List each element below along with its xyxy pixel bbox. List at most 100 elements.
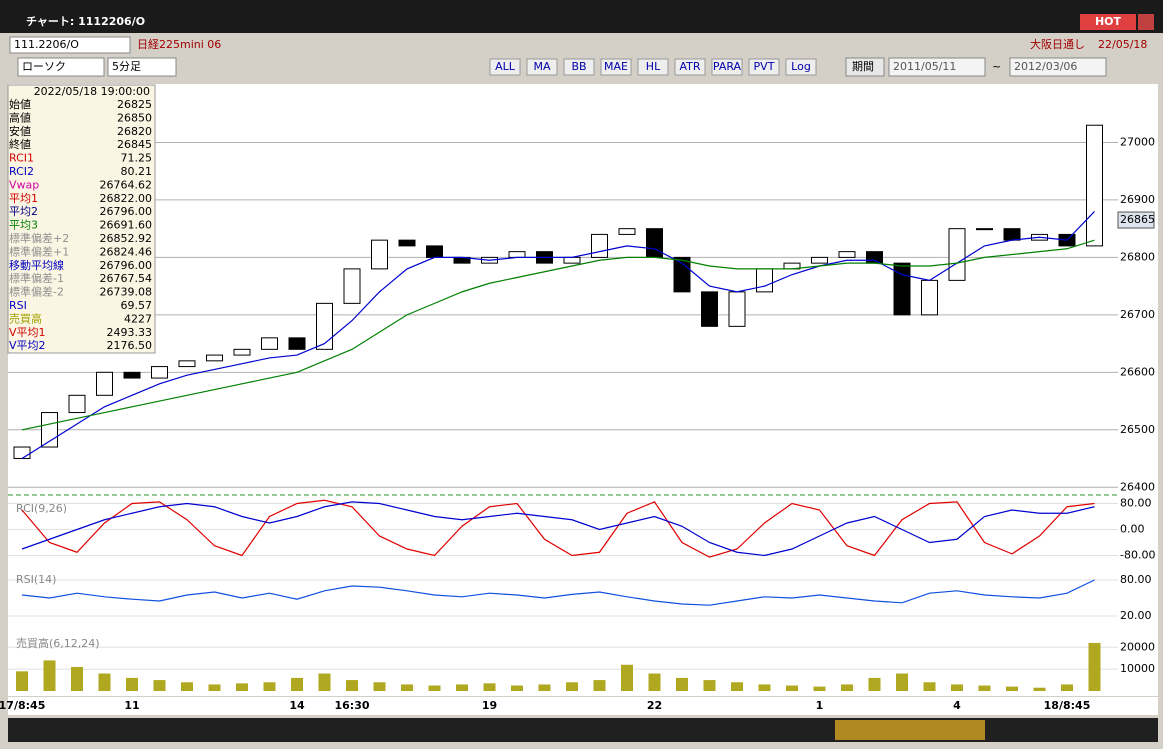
y-tick-label: 26500 [1120,423,1155,436]
info-label: 終値 [9,137,31,151]
scrollbar[interactable] [8,718,1158,742]
candle [1003,228,1021,241]
volume-bar [236,683,248,691]
volume-bar [126,677,138,691]
tool-button[interactable] [563,58,595,76]
info-panel [7,84,156,354]
series-line [21,211,1095,460]
y-tick-label: 26700 [1120,308,1155,321]
x-tick-label: 11 [124,699,139,712]
tool-button-label: PARA [713,60,742,73]
tool-button-label: HL [646,60,661,73]
volume-bar [43,660,56,691]
info-label: 移動平均線 [9,258,64,272]
y-tick-label: 10000 [1120,662,1155,675]
volume-bar [593,680,606,691]
scroll-thumb[interactable] [835,720,985,740]
candle [563,256,581,264]
x-tick-label: 1 [816,699,824,712]
hot-button[interactable] [1080,14,1136,30]
volume-bar [1088,642,1101,691]
info-label: V平均1 [9,326,46,339]
tool-button[interactable] [637,58,669,76]
candle [96,371,113,396]
info-value: 26825 [117,98,152,111]
candle [68,394,86,414]
volume-bar [318,673,331,691]
candle [233,348,251,356]
volume-bar [566,682,578,691]
tool-button-label: MAE [604,60,628,73]
tool-button-label: ATR [679,60,700,73]
last-price: 26865 [1120,213,1155,226]
candle [618,228,636,235]
info-label: 高値 [9,110,31,124]
info-value: 80.21 [121,165,153,178]
volume-bar [648,673,661,691]
y-tick-label: 80.00 [1120,573,1152,586]
tool-button[interactable] [711,58,743,76]
volume-bar [263,682,276,691]
volume-bar [153,680,166,691]
candle [893,262,911,316]
y-tick-label: 26900 [1120,193,1155,206]
volume-bar [291,677,303,691]
info-label: 平均2 [9,205,38,218]
interval-box[interactable] [107,57,177,77]
session: 大阪日通し [1030,37,1085,51]
tool-button[interactable] [674,58,706,76]
x-tick-label: 17/8:45 [0,699,45,712]
x-axis-area [8,697,1158,715]
info-value: 26739.08 [100,286,153,299]
volume-bar [1061,684,1073,691]
info-value: 26796.00 [100,205,153,218]
x-tick-label: 16:30 [334,699,369,712]
volume-bar [346,680,358,691]
info-label: V平均2 [9,339,46,352]
series-line [21,501,1095,557]
info-value: 71.25 [121,152,153,165]
y-tick-label: 0.00 [1120,523,1145,536]
info-value: 26820 [117,125,152,138]
candle [976,228,993,231]
candle [591,233,608,258]
candle [756,268,773,293]
candle [316,302,333,350]
info-value: 26691.60 [100,219,153,232]
candle [811,256,828,264]
period-button[interactable] [845,57,885,77]
candle [123,371,141,379]
info-label: RSI [9,299,27,312]
candle [371,239,388,270]
from-date: 2011/05/11 [893,60,956,73]
info-label: RCI1 [9,152,34,165]
chart-kind-box[interactable] [17,57,105,77]
panel-title: RCI(9,26) [16,502,67,515]
from-box[interactable] [888,57,986,77]
tool-button[interactable] [785,58,817,76]
tool-button[interactable] [748,58,780,76]
volume-bar [868,677,881,691]
x-tick-label: 18/8:45 [1044,699,1091,712]
info-label: 売買高 [9,311,42,325]
info-value: 2493.33 [107,326,153,339]
close-button[interactable] [1138,14,1154,30]
tool-button[interactable] [526,58,558,76]
volume-bar [1006,686,1018,691]
volume-bar [978,685,991,691]
info-label: 標準偏差-1 [9,271,64,285]
to-box[interactable] [1009,57,1107,77]
volume-bar [16,671,28,691]
tool-button[interactable] [600,58,632,76]
symbol-box[interactable] [9,36,131,54]
tool-button[interactable] [489,58,521,76]
info-time: 2022/05/18 19:00:00 [34,85,150,98]
info-value: 69.57 [121,299,153,312]
candle [206,354,223,362]
candle [838,251,856,258]
info-label: 標準偏差+1 [9,244,69,258]
candle [343,268,361,304]
x-tick-label: 22 [647,699,662,712]
